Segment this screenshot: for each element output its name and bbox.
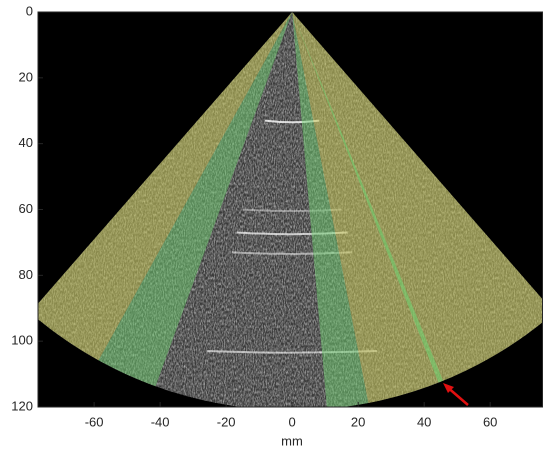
ultrasound-image <box>38 12 543 407</box>
overlay-green <box>98 12 293 387</box>
arrow-head <box>443 383 454 393</box>
y-tick-label: 60 <box>19 201 33 216</box>
x-tick-label: 20 <box>351 414 365 429</box>
overlay-green <box>292 12 369 407</box>
x-tick-label: 60 <box>483 414 497 429</box>
x-tick-label: 40 <box>417 414 431 429</box>
overlay-yellow <box>292 12 543 403</box>
y-tick-label: 20 <box>19 69 33 84</box>
x-tick-label: -20 <box>217 414 236 429</box>
y-tick-label: 80 <box>19 267 33 282</box>
y-tick-label: 120 <box>11 398 33 413</box>
x-tick-label: -60 <box>85 414 104 429</box>
x-tick-label: 0 <box>289 414 296 429</box>
overlay-line <box>292 12 444 383</box>
overlay-yellow <box>38 12 293 361</box>
y-tick-label: 100 <box>11 333 33 348</box>
y-tick-label: 40 <box>19 135 33 150</box>
x-axis-label: mm <box>281 433 303 448</box>
y-tick-label: 0 <box>26 3 33 18</box>
x-tick-label: -40 <box>151 414 170 429</box>
